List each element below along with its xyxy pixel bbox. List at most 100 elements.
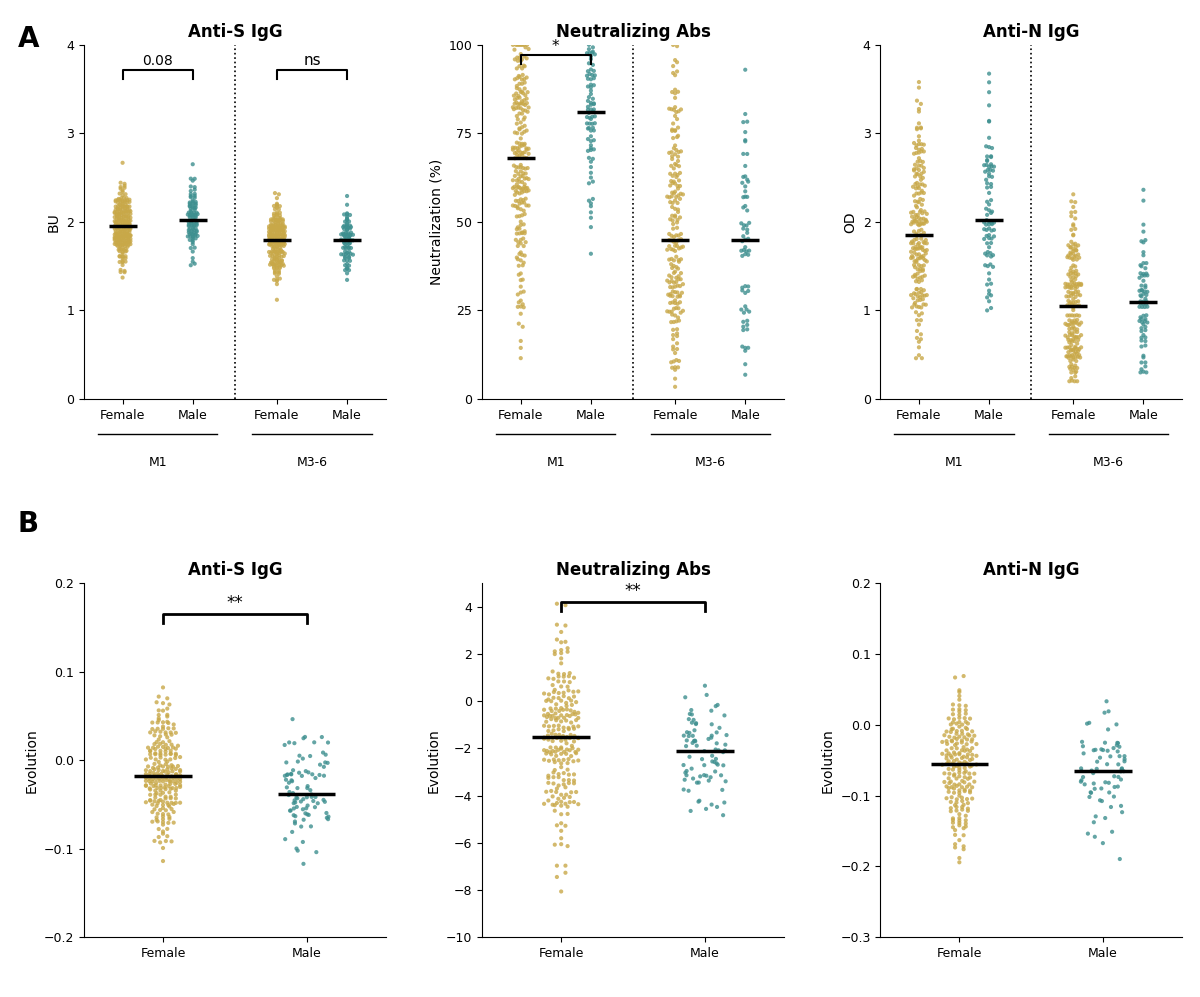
Point: [916, 267, 935, 283]
Point: [738, 278, 757, 294]
Point: [668, 289, 688, 305]
Point: [331, 231, 350, 247]
Point: [664, 173, 683, 189]
Point: [680, 706, 700, 722]
Point: [154, 769, 173, 785]
Point: [664, 294, 683, 310]
Point: [1068, 283, 1087, 299]
Point: [733, 339, 752, 355]
Point: [914, 296, 934, 312]
Point: [512, 138, 532, 154]
Point: [110, 229, 130, 245]
Point: [514, 238, 533, 254]
Point: [937, 736, 956, 752]
Point: [917, 235, 936, 251]
Point: [184, 234, 203, 250]
Point: [668, 260, 688, 276]
Point: [146, 752, 166, 768]
Point: [340, 239, 359, 255]
Point: [282, 824, 301, 839]
Point: [541, 783, 560, 799]
Point: [319, 809, 338, 825]
Point: [185, 200, 204, 216]
Point: [106, 232, 125, 248]
Point: [664, 212, 683, 228]
Point: [546, 740, 565, 756]
Point: [145, 762, 164, 778]
Point: [910, 133, 929, 149]
Point: [512, 147, 532, 163]
Point: [1066, 239, 1085, 255]
Point: [550, 703, 569, 719]
Point: [910, 104, 929, 120]
Point: [146, 812, 166, 828]
Point: [664, 58, 683, 74]
Point: [954, 749, 973, 765]
Point: [268, 223, 287, 239]
Point: [556, 732, 575, 748]
Point: [146, 775, 166, 791]
Point: [1060, 359, 1079, 375]
Point: [1132, 339, 1151, 355]
Point: [544, 789, 563, 805]
Point: [664, 194, 683, 210]
Point: [566, 784, 586, 800]
Point: [112, 174, 131, 190]
Point: [1134, 293, 1153, 309]
Point: [157, 709, 176, 725]
Point: [106, 234, 125, 250]
Point: [908, 206, 928, 222]
Point: [145, 741, 164, 757]
Point: [664, 175, 683, 191]
Point: [914, 282, 934, 298]
Point: [274, 235, 293, 251]
Point: [1069, 329, 1088, 345]
Point: [733, 322, 752, 338]
Point: [260, 225, 280, 241]
Point: [146, 810, 166, 826]
Text: M3-6: M3-6: [296, 456, 328, 469]
Point: [738, 247, 757, 263]
Point: [907, 209, 926, 225]
Point: [118, 199, 137, 215]
Point: [1062, 279, 1081, 295]
Point: [734, 242, 754, 258]
Point: [268, 259, 287, 275]
Point: [268, 251, 287, 267]
Point: [298, 807, 317, 823]
Point: [1136, 265, 1156, 281]
Point: [978, 258, 997, 274]
Point: [662, 151, 682, 166]
Point: [110, 191, 130, 207]
Point: [336, 239, 355, 255]
Point: [1063, 300, 1082, 316]
Point: [666, 86, 685, 102]
Point: [955, 760, 974, 776]
Point: [960, 770, 979, 786]
Point: [1115, 748, 1134, 764]
Point: [266, 215, 286, 231]
Point: [539, 692, 558, 708]
Point: [959, 716, 978, 732]
Point: [944, 730, 964, 746]
Point: [1092, 742, 1111, 758]
Point: [544, 765, 563, 781]
Point: [162, 737, 181, 753]
Point: [982, 300, 1001, 316]
Point: [706, 742, 725, 758]
Point: [112, 213, 131, 229]
Point: [265, 264, 284, 280]
Point: [512, 106, 532, 122]
Point: [160, 697, 179, 713]
Point: [704, 754, 724, 770]
Point: [516, 166, 535, 181]
Point: [666, 200, 685, 216]
Point: [949, 818, 968, 833]
Point: [509, 200, 528, 216]
Point: [1135, 313, 1154, 329]
Point: [331, 226, 350, 242]
Point: [188, 228, 208, 244]
Point: [1067, 353, 1086, 369]
Point: [552, 642, 571, 658]
Point: [331, 246, 350, 262]
